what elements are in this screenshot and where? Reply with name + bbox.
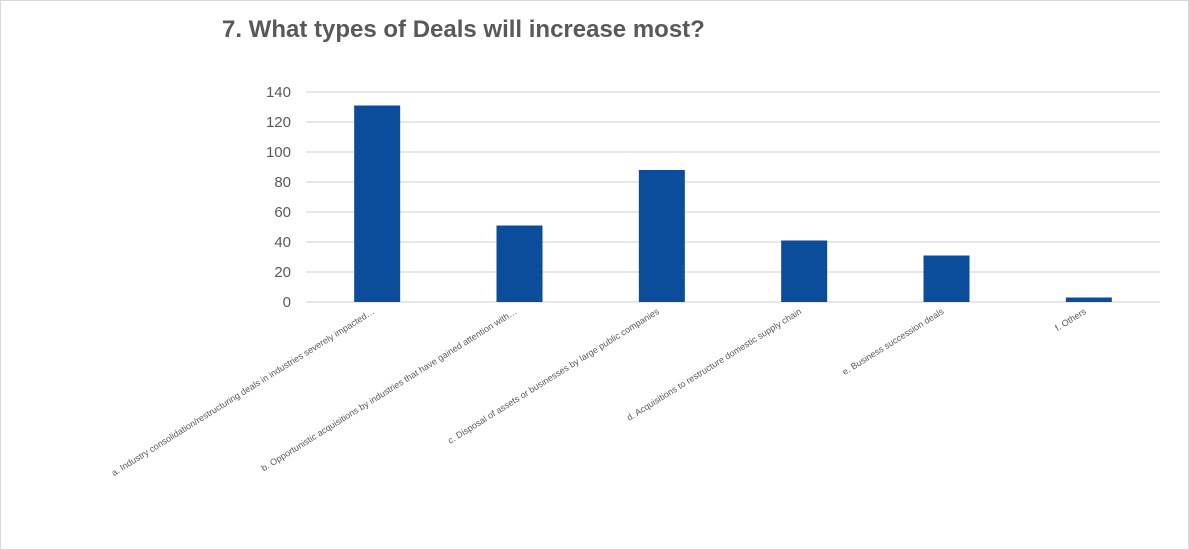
x-category-label: f. Others: [1053, 306, 1088, 333]
y-tick-label: 80: [274, 174, 291, 191]
bar: [496, 225, 543, 302]
gridlines: [306, 91, 1160, 303]
y-axis-ticks: 0 20 40 60 80 100 120 140: [266, 84, 291, 311]
y-tick-label: 40: [274, 234, 291, 251]
y-tick-label: 0: [283, 294, 291, 311]
chart-title: 7. What types of Deals will increase mos…: [222, 16, 705, 43]
bars: [354, 105, 1112, 302]
bar: [923, 255, 970, 302]
y-tick-label: 100: [266, 144, 291, 161]
x-category-label: d. Acquisitions to restructure domestic …: [625, 306, 803, 423]
y-tick-label: 140: [266, 84, 291, 101]
y-tick-label: 60: [274, 204, 291, 221]
x-category-label: a. Industry consolidation/restructuring …: [110, 306, 377, 478]
bar: [781, 240, 828, 302]
x-category-label: e. Business succession deals: [841, 306, 946, 377]
bar: [1065, 297, 1112, 302]
x-category-label: b. Opportunistic acquisitions by industr…: [260, 306, 519, 473]
bar: [354, 105, 401, 302]
y-tick-label: 120: [266, 114, 291, 131]
x-axis-labels: a. Industry consolidation/restructuring …: [110, 306, 1089, 478]
bar: [638, 170, 685, 302]
y-tick-label: 20: [274, 264, 291, 281]
